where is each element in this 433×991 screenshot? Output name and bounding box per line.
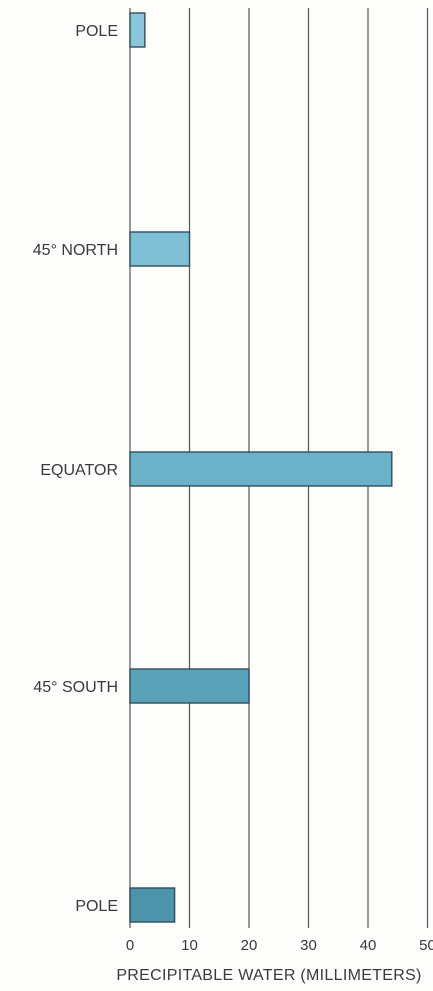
x-tick-label: 20 (241, 937, 258, 954)
x-axis-title: PRECIPITABLE WATER (MILLIMETERS) (116, 967, 421, 984)
x-tick-label: 10 (181, 937, 198, 954)
bar (129, 231, 191, 267)
category-label: POLE (75, 23, 118, 40)
bar (129, 12, 146, 48)
x-tick-label: 40 (360, 937, 377, 954)
bar (129, 887, 176, 923)
category-label: POLE (75, 898, 118, 915)
category-label: 45° NORTH (33, 242, 118, 259)
category-label: 45° SOUTH (33, 679, 118, 696)
x-tick-label: 50 (419, 937, 433, 954)
x-tick-label: 30 (300, 937, 317, 954)
category-labels: POLE 45° NORTH EQUATOR 45° SOUTH POLE (33, 23, 118, 915)
x-tick-labels: 0 10 20 30 40 50 (126, 937, 433, 954)
category-label: EQUATOR (40, 462, 118, 479)
x-tick-label: 0 (126, 937, 134, 954)
bar (129, 451, 393, 487)
bars (129, 12, 393, 923)
bar (129, 668, 250, 704)
